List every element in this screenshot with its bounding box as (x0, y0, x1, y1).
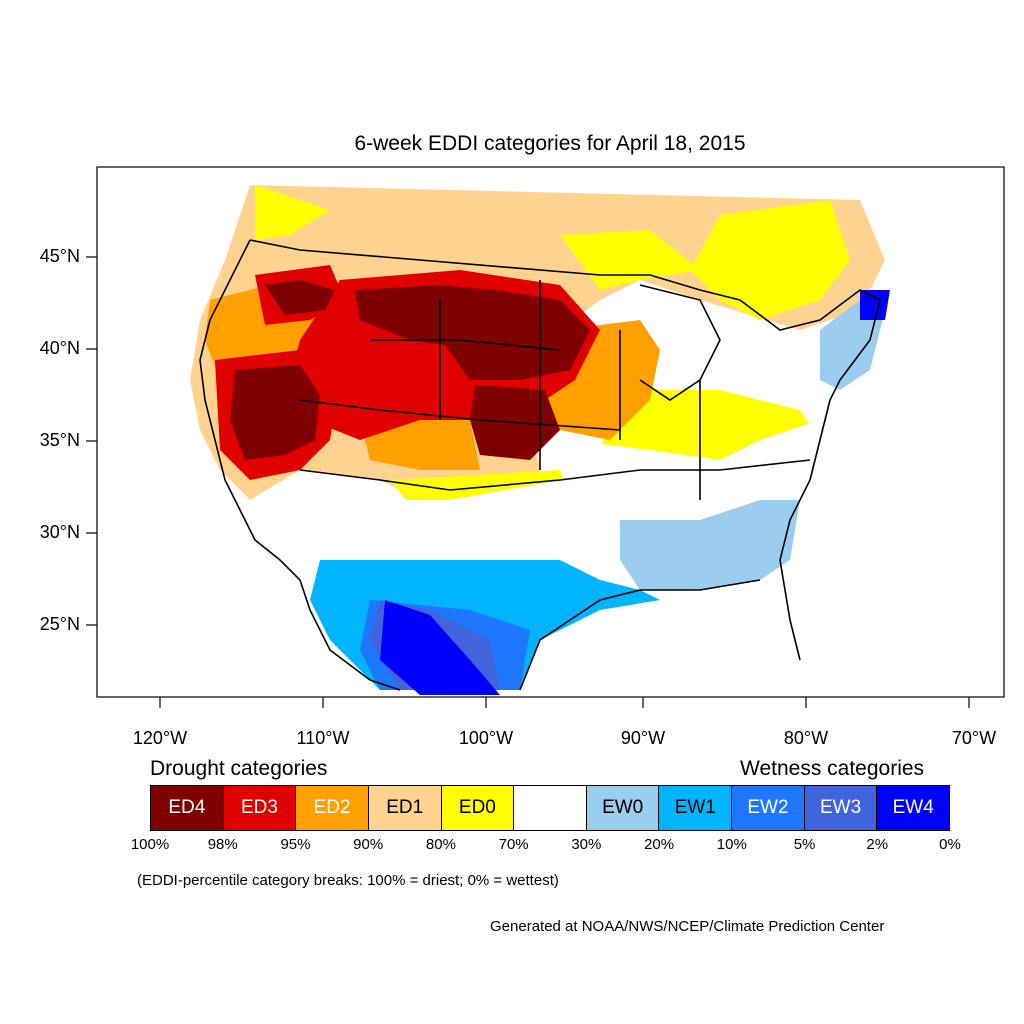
ew4-mexico (380, 600, 500, 695)
ed0-north (255, 185, 330, 240)
ed0-northeast (690, 200, 850, 320)
legend-cell-ew4: EW4 (877, 786, 950, 830)
wetness-heading: Wetness categories (740, 757, 925, 780)
lon-label-80: 80°W (783, 728, 829, 748)
ed2-southwest (360, 420, 480, 470)
lon-label-90: 90°W (620, 728, 666, 748)
lat-label-40: 40°N (39, 338, 80, 358)
legend-cell-ew2: EW2 (732, 786, 805, 830)
ed0-midwest (600, 390, 820, 470)
breaks-note: (EDDI-percentile category breaks: 100% =… (137, 872, 559, 889)
lat-label-45: 45°N (39, 246, 80, 266)
ew0-southeast (620, 500, 800, 590)
legend-cell-ew0: EW0 (586, 786, 660, 830)
legend-cell-ed0: ED0 (441, 786, 515, 830)
break-label: 2% (866, 836, 889, 853)
break-label: 0% (939, 836, 961, 853)
break-label: 100% (130, 836, 170, 853)
lon-label-100: 100°W (458, 728, 514, 748)
lon-label-120: 120°W (132, 728, 188, 748)
neutral-midwest (570, 420, 820, 500)
lon-label-110: 110°W (296, 728, 350, 748)
legend-cell-ed4: ED4 (151, 786, 224, 830)
break-label: 98% (207, 836, 238, 853)
break-label: 30% (571, 836, 602, 853)
category-legend: ED4 ED3 ED2 ED1 ED0 EW0 EW1 EW2 EW3 EW4 (150, 785, 950, 831)
ew4-maine (860, 290, 890, 320)
legend-cell-ed3: ED3 (223, 786, 297, 830)
break-label: 5% (793, 836, 816, 853)
legend-cell-ew3: EW3 (804, 786, 878, 830)
credit-text: Generated at NOAA/NWS/NCEP/Climate Predi… (490, 918, 885, 935)
ew0-northeast (820, 300, 885, 390)
ed4-great-basin (230, 365, 320, 460)
lon-label-70: 70°W (951, 728, 997, 748)
break-label: 80% (425, 836, 456, 853)
break-label: 95% (280, 836, 311, 853)
coastlines (199, 239, 881, 691)
legend-cell-ed1: ED1 (368, 786, 442, 830)
legend-cell-ew1: EW1 (659, 786, 733, 830)
map-title: 6-week EDDI categories for April 18, 201… (354, 132, 746, 155)
lat-label-25: 25°N (39, 614, 80, 634)
break-label: 10% (716, 836, 747, 853)
break-label: 90% (353, 836, 384, 853)
ed4-idaho (265, 280, 335, 315)
break-label: 70% (498, 836, 529, 853)
ed4-dakotas (355, 285, 590, 380)
lat-label-35: 35°N (39, 430, 80, 450)
legend-cell-ed2: ED2 (296, 786, 369, 830)
tick-marks (86, 256, 970, 708)
lat-label-30: 30°N (39, 522, 80, 542)
map-frame (96, 166, 1005, 698)
eddi-map (86, 166, 1005, 708)
break-label: 20% (644, 836, 675, 853)
drought-heading: Drought categories (150, 757, 328, 780)
legend-cell-neutral (514, 786, 587, 830)
